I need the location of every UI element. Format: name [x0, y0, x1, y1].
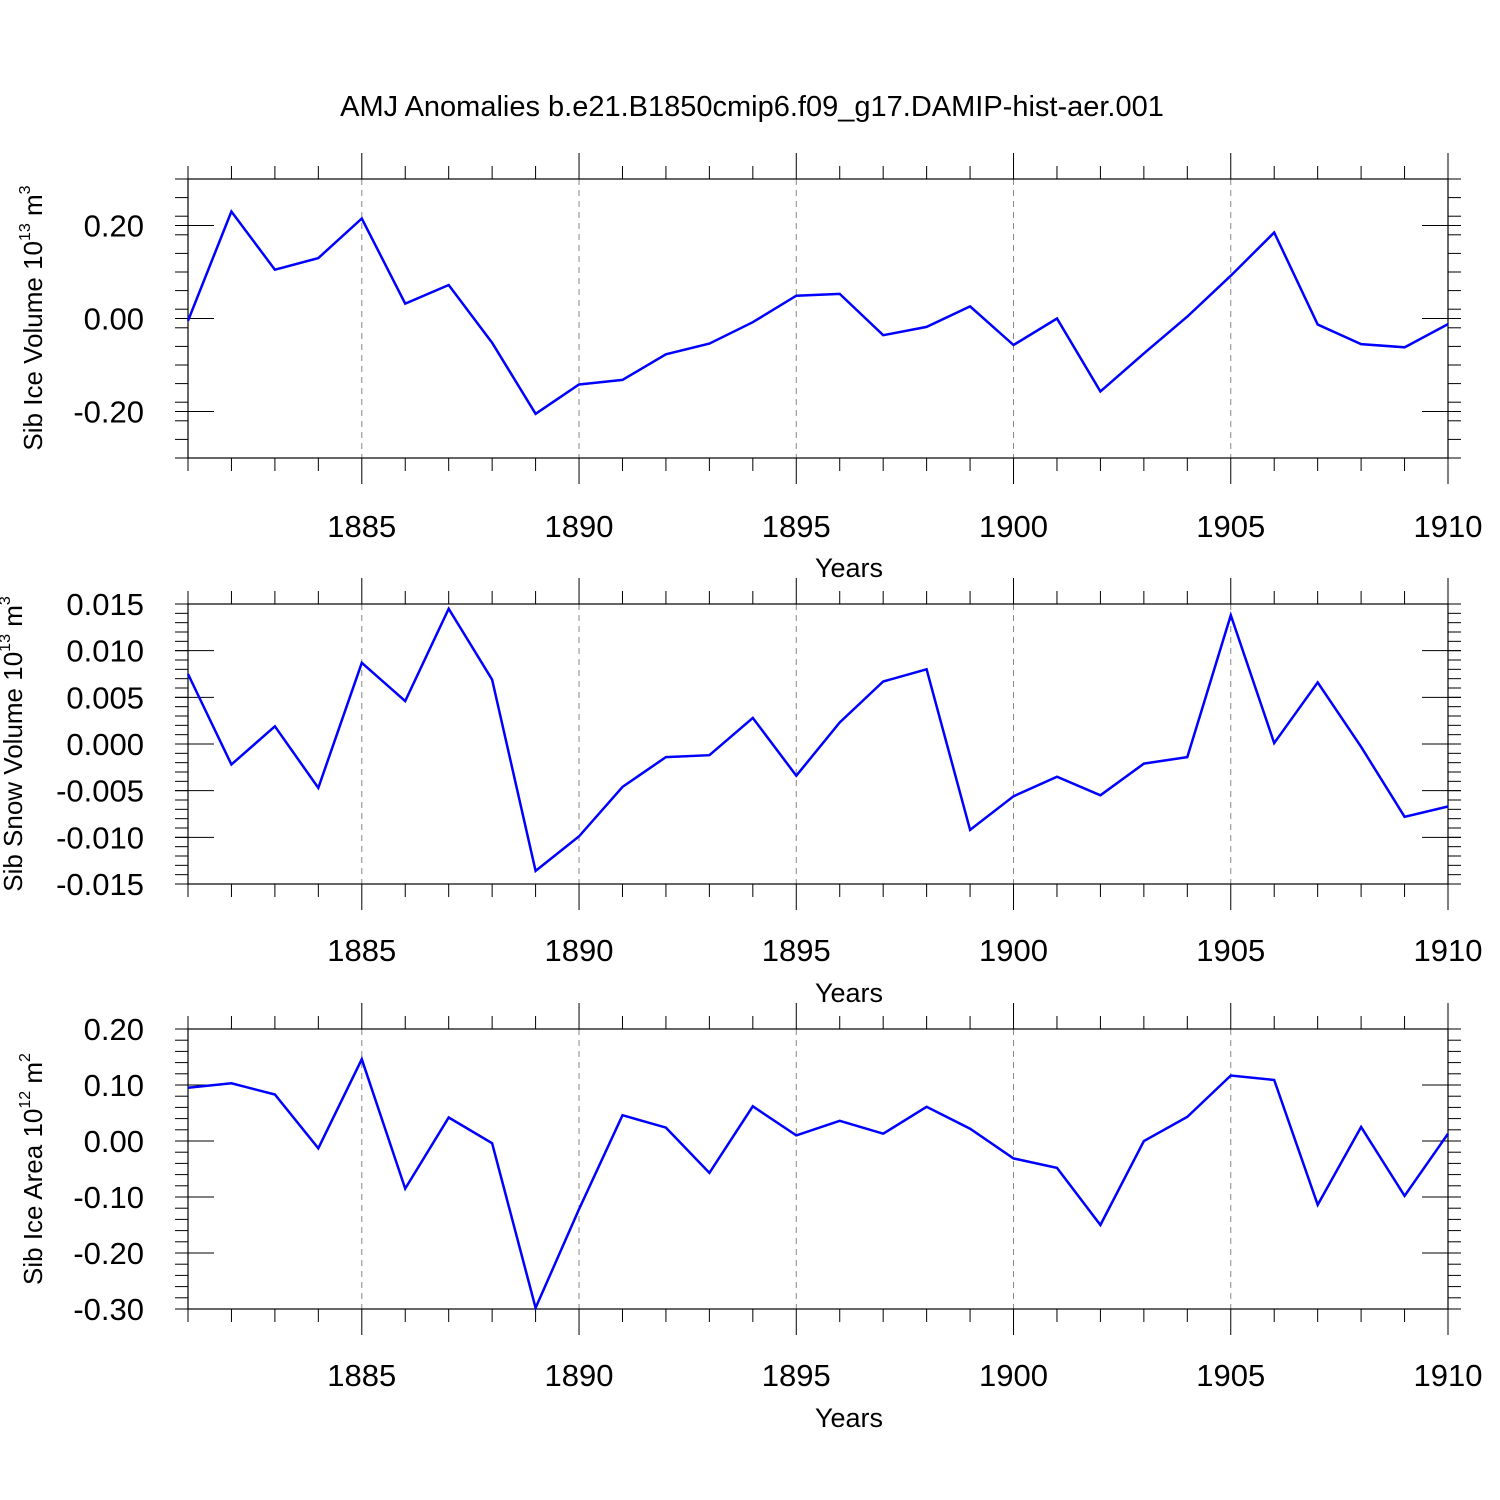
y-tick-label: 0.20	[84, 1012, 144, 1047]
y-tick-label: 0.00	[84, 1124, 144, 1159]
y-axis-label-unit: m	[0, 605, 28, 634]
y-tick-label: -0.010	[56, 820, 144, 855]
x-tick-label: 1910	[1414, 1358, 1483, 1393]
y-tick-label: -0.015	[56, 867, 144, 902]
y-axis-label: Sib Ice Volume 1013 m3	[17, 185, 48, 450]
x-tick-label: 1895	[762, 1358, 831, 1393]
panel-ice-volume: 0.20 0.00 -0.20 1885 1890 1895 1900 1905 1910 Yea…	[17, 153, 1482, 583]
y-axis-label: Sib Ice Area 1012 m2	[17, 1053, 48, 1285]
x-tick-label: 1885	[327, 509, 396, 544]
y-tick-label: 0.000	[66, 727, 144, 762]
y-axis-label-unit: m	[18, 194, 48, 223]
x-tick-label: 1890	[545, 933, 614, 968]
y-tick-label: 0.010	[66, 634, 144, 669]
y-tick-label: 0.10	[84, 1068, 144, 1103]
y-tick-label: 0.005	[66, 680, 144, 715]
y-axis-label-exponent: 12	[17, 1091, 34, 1109]
x-tick-label: 1890	[545, 509, 614, 544]
x-tick-label: 1900	[979, 1358, 1048, 1393]
y-axis-label-main: Sib Snow Volume 10	[0, 652, 28, 892]
x-tick-label: 1910	[1414, 509, 1483, 544]
series-line-ice-area	[187, 1055, 1450, 1312]
series-line-snow-volume	[186, 606, 1449, 874]
plot-frame	[187, 178, 1449, 459]
panel-ice-area: 0.20 0.10 0.00 -0.10 -0.20 -0.30 1885 1890 1895 1…	[17, 1003, 1482, 1433]
y-tick-label: 0.015	[66, 587, 144, 622]
x-axis-label: Years	[815, 978, 883, 1008]
y-axis-label-unit-exponent: 2	[17, 1053, 34, 1062]
x-tick-label: 1905	[1196, 1358, 1265, 1393]
x-tick-label: 1895	[762, 933, 831, 968]
y-axis-label: Sib Snow Volume 1013 m3	[0, 596, 28, 892]
plot-frame	[187, 603, 1449, 885]
plot-frame	[187, 1028, 1449, 1310]
x-tick-label: 1890	[545, 1358, 614, 1393]
x-tick-label: 1905	[1196, 933, 1265, 968]
y-tick-label: -0.20	[73, 1236, 144, 1271]
y-axis-label-unit-exponent: 3	[0, 596, 14, 605]
y-axis-label-unit-exponent: 3	[17, 185, 34, 194]
y-tick-label: -0.10	[73, 1180, 144, 1215]
y-tick-label: -0.30	[73, 1292, 144, 1327]
y-tick-label: -0.005	[56, 774, 144, 809]
x-tick-label: 1885	[327, 1358, 396, 1393]
y-axis-label-exponent: 13	[0, 634, 14, 652]
y-tick-label: -0.20	[73, 395, 144, 430]
y-tick-label: 0.20	[84, 209, 144, 244]
x-axis-label: Years	[815, 553, 883, 583]
x-tick-label: 1900	[979, 933, 1048, 968]
figure-title: AMJ Anomalies b.e21.B1850cmip6.f09_g17.D…	[340, 91, 1164, 123]
x-tick-label: 1885	[327, 933, 396, 968]
panel-snow-volume: 0.015 0.010 0.005 0.000 -0.005 -0.010 -0.015 18…	[0, 578, 1482, 1008]
y-axis-label-exponent: 13	[17, 223, 34, 241]
x-tick-label: 1910	[1414, 933, 1483, 968]
y-axis-label-unit: m	[18, 1062, 48, 1091]
x-tick-label: 1905	[1196, 509, 1265, 544]
x-tick-label: 1895	[762, 509, 831, 544]
x-tick-label: 1900	[979, 509, 1048, 544]
y-tick-label: 0.00	[84, 302, 144, 337]
y-axis-label-main: Sib Ice Area 10	[18, 1109, 48, 1285]
series-line-ice-volume	[186, 208, 1449, 416]
y-axis-label-main: Sib Ice Volume 10	[18, 241, 48, 451]
x-axis-label: Years	[815, 1403, 883, 1433]
